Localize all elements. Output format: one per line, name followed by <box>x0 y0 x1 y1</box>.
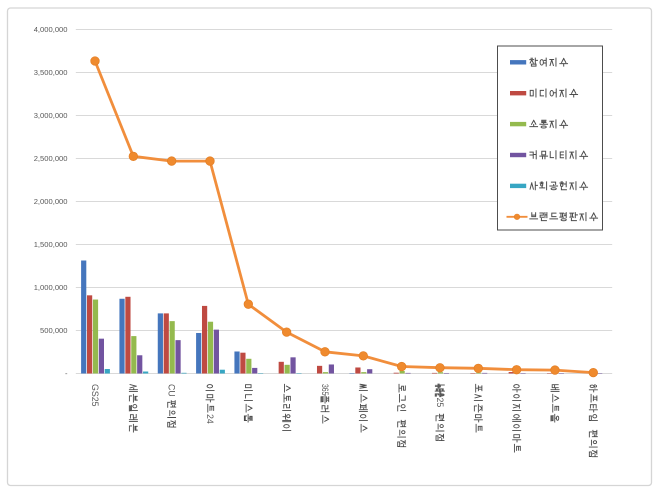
svg-text:3,000,000: 3,000,000 <box>34 111 68 120</box>
svg-text:2,000,000: 2,000,000 <box>34 197 68 206</box>
svg-text:1,500,000: 1,500,000 <box>34 240 68 249</box>
svg-text:4,000,000: 4,000,000 <box>34 25 68 34</box>
svg-text:2,500,000: 2,500,000 <box>34 154 68 163</box>
svg-text:25: 25 <box>435 398 445 408</box>
svg-text:-: - <box>65 369 68 378</box>
svg-text:500,000: 500,000 <box>40 326 67 335</box>
svg-text:1,000,000: 1,000,000 <box>34 283 68 292</box>
svg-text:365: 365 <box>320 384 330 396</box>
svg-text:GS25: GS25 <box>90 384 100 407</box>
svg-text:CU: CU <box>166 384 176 397</box>
svg-text:24: 24 <box>205 414 215 424</box>
svg-text:3,500,000: 3,500,000 <box>34 68 68 77</box>
